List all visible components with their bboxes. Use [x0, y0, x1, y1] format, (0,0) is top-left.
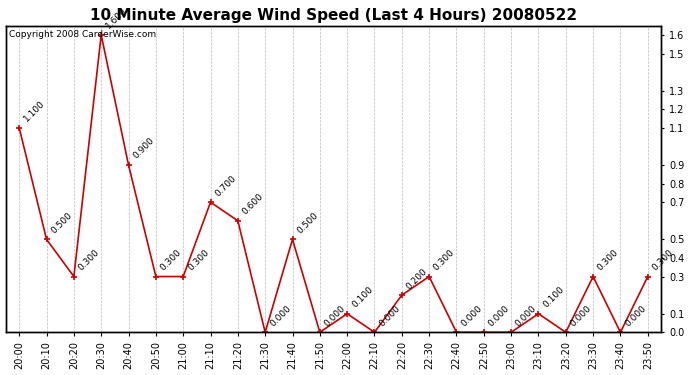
Text: 0.500: 0.500 — [295, 210, 320, 235]
Text: 0.000: 0.000 — [268, 303, 293, 328]
Text: 0.300: 0.300 — [596, 248, 620, 272]
Text: 0.300: 0.300 — [651, 248, 676, 272]
Text: 0.000: 0.000 — [323, 303, 347, 328]
Text: 0.100: 0.100 — [350, 285, 375, 309]
Text: 0.000: 0.000 — [514, 303, 539, 328]
Text: 0.000: 0.000 — [486, 303, 511, 328]
Text: 0.100: 0.100 — [541, 285, 566, 309]
Text: 0.000: 0.000 — [569, 303, 593, 328]
Text: 0.300: 0.300 — [432, 248, 457, 272]
Text: 0.500: 0.500 — [49, 210, 74, 235]
Text: 0.600: 0.600 — [241, 192, 265, 217]
Text: 0.200: 0.200 — [404, 266, 429, 291]
Title: 10 Minute Average Wind Speed (Last 4 Hours) 20080522: 10 Minute Average Wind Speed (Last 4 Hou… — [90, 8, 577, 23]
Text: 1.100: 1.100 — [22, 99, 47, 124]
Text: 0.700: 0.700 — [213, 173, 238, 198]
Text: Copyright 2008 CarderWise.com: Copyright 2008 CarderWise.com — [9, 30, 156, 39]
Text: 0.000: 0.000 — [377, 303, 402, 328]
Text: 0.000: 0.000 — [460, 303, 484, 328]
Text: 1.600: 1.600 — [104, 6, 128, 31]
Text: 0.000: 0.000 — [623, 303, 648, 328]
Text: 0.300: 0.300 — [77, 248, 101, 272]
Text: 0.900: 0.900 — [131, 136, 156, 161]
Text: 0.300: 0.300 — [159, 248, 184, 272]
Text: 0.300: 0.300 — [186, 248, 210, 272]
